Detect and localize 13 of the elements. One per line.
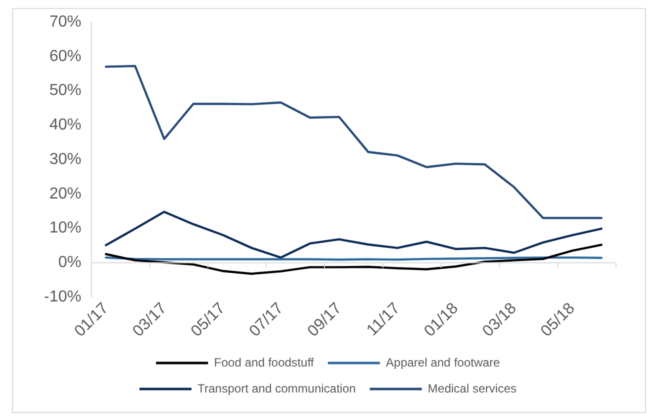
y-tick-label: 30% — [49, 150, 82, 168]
y-tick-label: 20% — [49, 185, 82, 202]
legend-label: Food and foodstuff — [214, 355, 315, 370]
y-tick-label: 70% — [49, 13, 82, 30]
y-tick-label: 40% — [49, 116, 82, 134]
legend-label: Medical services — [428, 381, 517, 396]
legend-label: Transport and communication — [198, 381, 356, 396]
y-tick-label: 50% — [49, 82, 82, 100]
y-tick-label: 0% — [58, 254, 82, 272]
y-tick-label: -10% — [44, 288, 82, 306]
y-tick-label: 60% — [49, 48, 82, 65]
y-tick-label: 10% — [49, 220, 82, 237]
legend-label: Apparel and footware — [386, 355, 500, 370]
